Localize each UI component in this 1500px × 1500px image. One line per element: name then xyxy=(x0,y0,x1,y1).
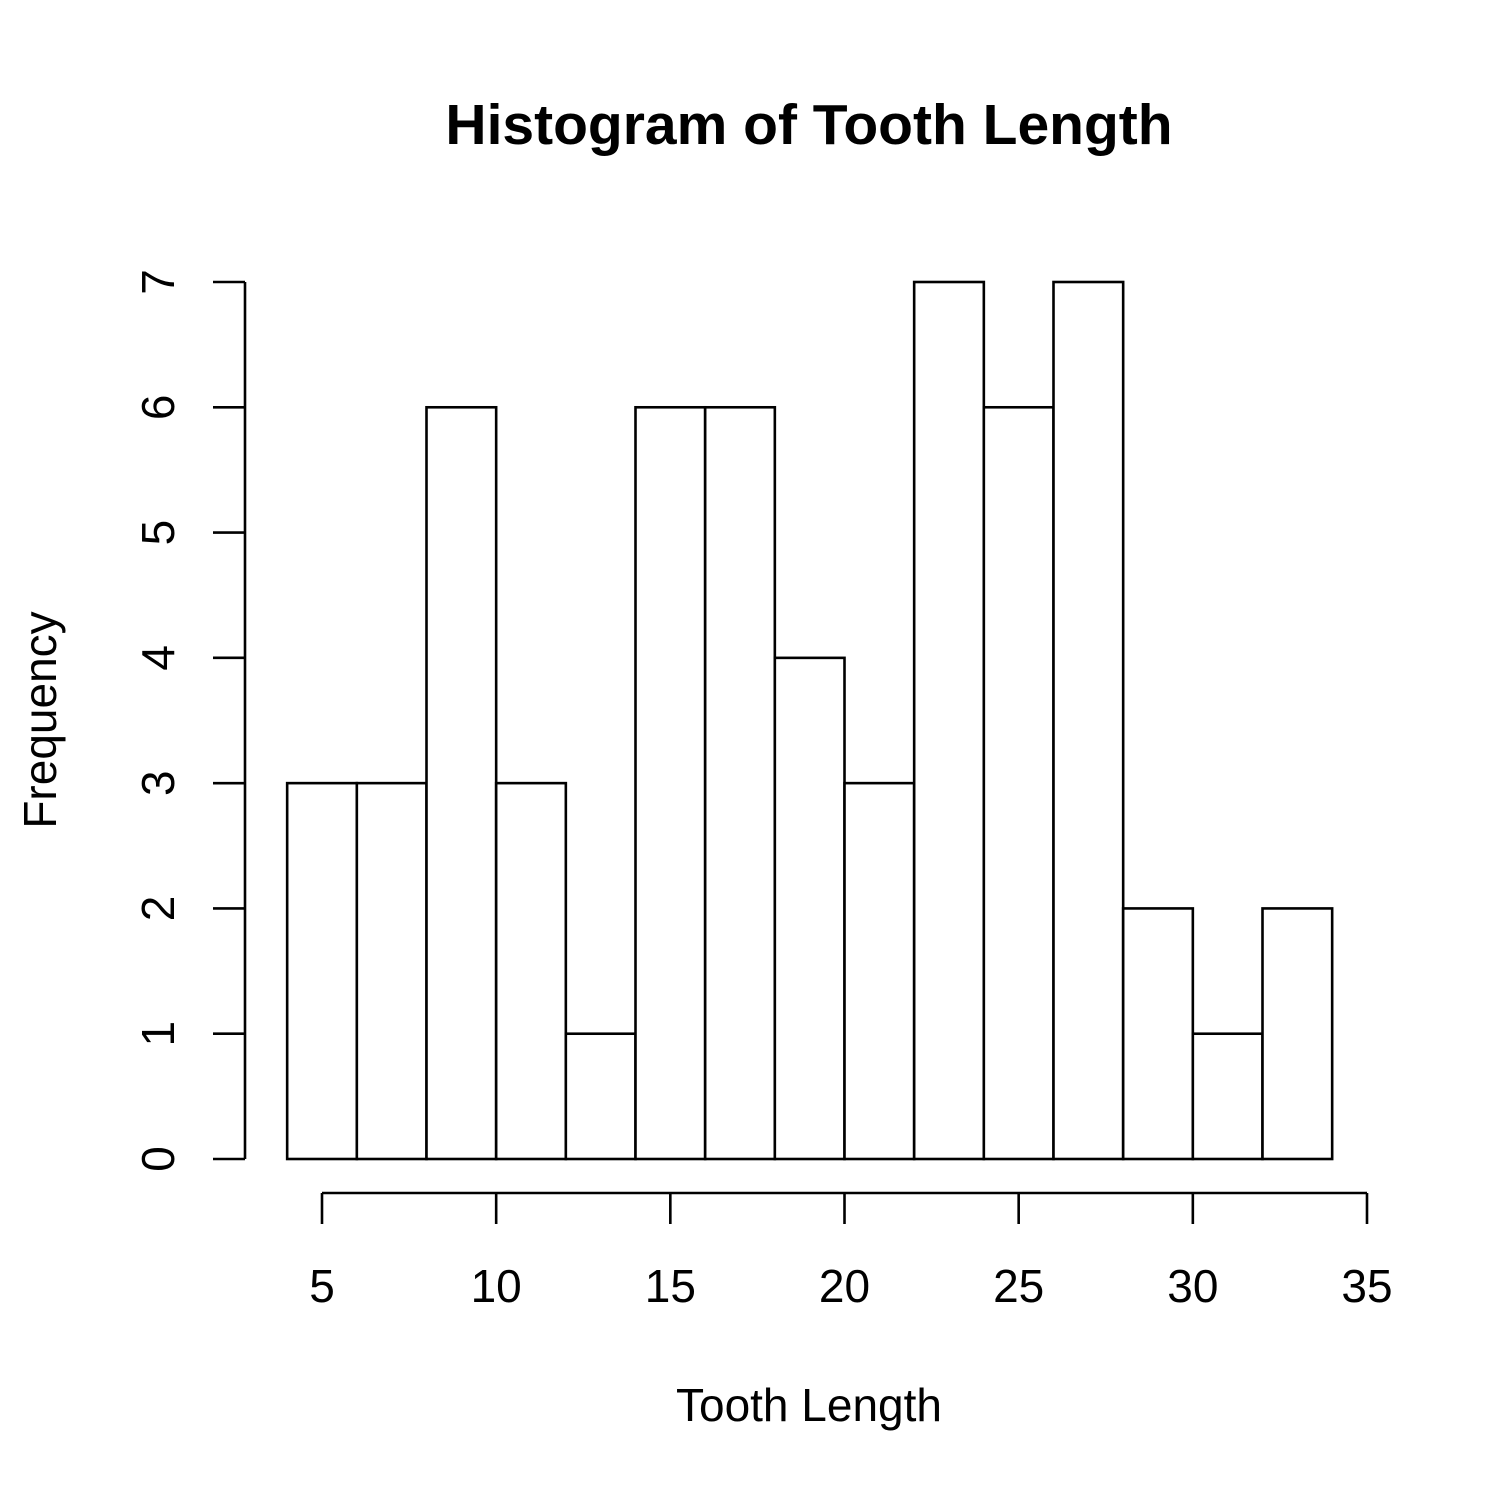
y-axis: 0 1 2 3 4 5 6 7 xyxy=(132,269,247,1172)
chart-title: Histogram of Tooth Length xyxy=(445,93,1172,157)
x-tick-label-25: 25 xyxy=(993,1260,1044,1312)
y-tick-label-0: 0 xyxy=(132,1146,184,1172)
y-tick-label-2: 2 xyxy=(132,896,184,922)
histogram-bar-4 xyxy=(564,1032,637,1161)
histogram-bar-3 xyxy=(494,781,568,1161)
y-tick-label-6: 6 xyxy=(132,394,184,420)
x-axis-label: Tooth Length xyxy=(676,1379,942,1431)
y-tick-label-1: 1 xyxy=(132,1021,184,1047)
histogram-bar-13 xyxy=(1191,1032,1264,1161)
histogram-bar-9 xyxy=(912,280,986,1161)
x-tick-label-35: 35 xyxy=(1341,1260,1392,1312)
histogram-bar-5 xyxy=(634,405,707,1161)
x-tick-label-15: 15 xyxy=(645,1260,696,1312)
histogram-bar-8 xyxy=(843,781,916,1161)
x-tick-label-10: 10 xyxy=(471,1260,522,1312)
x-tick-label-20: 20 xyxy=(819,1260,870,1312)
y-tick-label-5: 5 xyxy=(132,520,184,546)
histogram-bar-12 xyxy=(1121,907,1195,1161)
histogram-bar-0 xyxy=(285,781,359,1161)
histogram-bar-7 xyxy=(773,656,846,1161)
y-tick-label-4: 4 xyxy=(132,645,184,671)
histogram-bar-1 xyxy=(355,781,428,1161)
histogram-bar-11 xyxy=(1052,280,1125,1161)
histogram-bar-2 xyxy=(425,405,498,1161)
x-tick-label-30: 30 xyxy=(1167,1260,1218,1312)
x-axis: 5 10 15 20 25 30 35 xyxy=(309,1191,1393,1312)
y-axis-label: Frequency xyxy=(14,611,66,828)
x-tick-label-5: 5 xyxy=(309,1260,335,1312)
y-tick-label-3: 3 xyxy=(132,770,184,796)
histogram-bar-6 xyxy=(703,405,777,1161)
histogram-bar-14 xyxy=(1261,907,1334,1161)
y-tick-label-7: 7 xyxy=(132,269,184,295)
histogram-bar-10 xyxy=(982,405,1055,1161)
bars-group xyxy=(285,280,1334,1161)
